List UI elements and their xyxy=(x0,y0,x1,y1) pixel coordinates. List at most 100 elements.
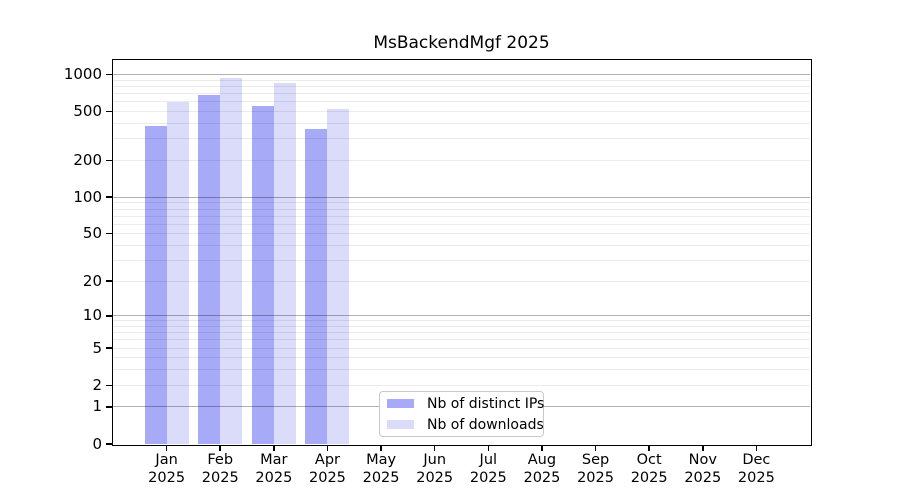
x-tick-label-sep: Sep 2025 xyxy=(556,451,636,487)
gridline-minor xyxy=(113,332,810,334)
x-tick-label-jul: Jul 2025 xyxy=(448,451,528,487)
y-tick-mark xyxy=(106,406,112,408)
x-tick-mark xyxy=(380,445,382,451)
y-tick-mark xyxy=(106,384,112,386)
x-tick-label-oct: Oct 2025 xyxy=(609,451,689,487)
x-tick-year: 2025 xyxy=(255,470,293,486)
gridline-major xyxy=(113,74,810,76)
gridline-minor xyxy=(113,339,810,341)
x-tick-month: Mar xyxy=(260,452,288,468)
bar-apr-ips xyxy=(305,129,328,444)
gridline-minor xyxy=(113,369,810,371)
gridline-minor xyxy=(113,138,810,140)
gridline-minor xyxy=(113,85,810,87)
y-tick-label: 100 xyxy=(73,187,102,206)
y-tick-label: 20 xyxy=(82,271,102,290)
x-tick-label-feb: Feb 2025 xyxy=(180,451,260,487)
x-tick-month: Jan xyxy=(155,452,178,468)
x-tick-year: 2025 xyxy=(416,470,454,486)
legend-swatch-ips xyxy=(387,399,414,408)
legend: Nb of distinct IPs Nb of downloads xyxy=(379,391,544,437)
legend-label: Nb of downloads xyxy=(427,416,544,433)
bar-jan-downloads xyxy=(166,101,189,444)
gridline-minor xyxy=(113,111,810,113)
gridline-minor xyxy=(113,320,810,322)
gridline-minor xyxy=(113,259,810,261)
y-tick-label: 2 xyxy=(92,375,102,394)
legend-entry: Nb of downloads xyxy=(387,415,544,434)
x-tick-label-apr: Apr 2025 xyxy=(287,451,367,487)
x-tick-label-jun: Jun 2025 xyxy=(395,451,475,487)
y-tick-mark xyxy=(106,159,112,162)
gridline-minor xyxy=(113,122,810,124)
x-tick-label-dec: Dec 2025 xyxy=(716,451,796,487)
x-tick-label-mar: Mar 2025 xyxy=(234,451,314,487)
gridline-minor xyxy=(113,347,810,349)
x-tick-mark xyxy=(648,445,650,451)
gridline-minor xyxy=(113,208,810,210)
gridline-major xyxy=(113,315,810,317)
x-tick-year: 2025 xyxy=(577,470,614,486)
bar-jan-ips xyxy=(144,126,167,444)
gridline-minor xyxy=(113,215,810,217)
y-tick-label: 1000 xyxy=(63,65,102,84)
x-tick-label-may: May 2025 xyxy=(341,451,421,487)
gridline-minor xyxy=(113,159,810,161)
x-tick-month: May xyxy=(366,452,397,468)
gridline-minor xyxy=(113,280,810,282)
gridline-minor xyxy=(113,93,810,95)
x-tick-year: 2025 xyxy=(309,470,346,486)
x-tick-mark xyxy=(755,445,758,451)
x-tick-mark xyxy=(326,445,329,451)
gridline-minor xyxy=(113,244,810,246)
x-tick-month: Aug xyxy=(527,452,557,468)
bar-mar-downloads xyxy=(273,83,296,444)
y-tick-mark xyxy=(106,315,112,317)
gridline-major xyxy=(113,196,810,198)
gridline-minor xyxy=(113,79,810,81)
legend-entry: Nb of distinct IPs xyxy=(387,394,545,413)
gridline-minor xyxy=(113,326,810,327)
y-tick-mark xyxy=(106,443,112,445)
x-tick-mark xyxy=(219,445,221,451)
y-tick-label: 5 xyxy=(92,338,102,357)
x-tick-year: 2025 xyxy=(148,470,186,486)
y-tick-label: 500 xyxy=(73,102,102,121)
gridline-minor xyxy=(113,357,810,359)
gridline-minor xyxy=(113,233,810,235)
y-tick-label: 50 xyxy=(82,224,102,243)
bar-feb-ips xyxy=(198,95,221,444)
y-tick-mark xyxy=(106,73,112,76)
x-tick-year: 2025 xyxy=(201,470,239,486)
x-tick-label-nov: Nov 2025 xyxy=(663,451,743,487)
x-tick-month: Dec xyxy=(742,452,771,468)
y-tick-label: 1 xyxy=(92,397,102,416)
x-tick-mark xyxy=(165,445,168,451)
gridline-minor xyxy=(113,202,810,204)
x-tick-year: 2025 xyxy=(523,470,561,486)
x-tick-month: Oct xyxy=(636,452,662,468)
x-tick-month: Jun xyxy=(423,452,447,468)
x-tick-month: Feb xyxy=(207,452,234,468)
y-tick-label: 0 xyxy=(92,434,102,453)
y-tick-mark xyxy=(106,347,112,349)
y-tick-mark xyxy=(106,280,112,282)
y-tick-label: 200 xyxy=(73,150,102,169)
x-tick-year: 2025 xyxy=(684,470,722,486)
y-tick-label: 10 xyxy=(82,306,102,325)
x-tick-month: Sep xyxy=(581,452,610,468)
x-tick-label-aug: Aug 2025 xyxy=(502,451,582,487)
y-tick-mark xyxy=(106,196,112,198)
x-tick-mark xyxy=(594,445,597,451)
x-tick-year: 2025 xyxy=(469,470,507,486)
x-tick-mark xyxy=(702,445,704,451)
x-tick-mark xyxy=(541,445,543,451)
bar-mar-ips xyxy=(251,105,274,444)
plot-area xyxy=(113,60,810,444)
x-tick-month: Jul xyxy=(479,452,498,468)
x-tick-year: 2025 xyxy=(737,470,775,486)
legend-label: Nb of distinct IPs xyxy=(427,395,545,412)
gridline-minor xyxy=(113,101,810,103)
y-tick-mark xyxy=(106,232,112,235)
